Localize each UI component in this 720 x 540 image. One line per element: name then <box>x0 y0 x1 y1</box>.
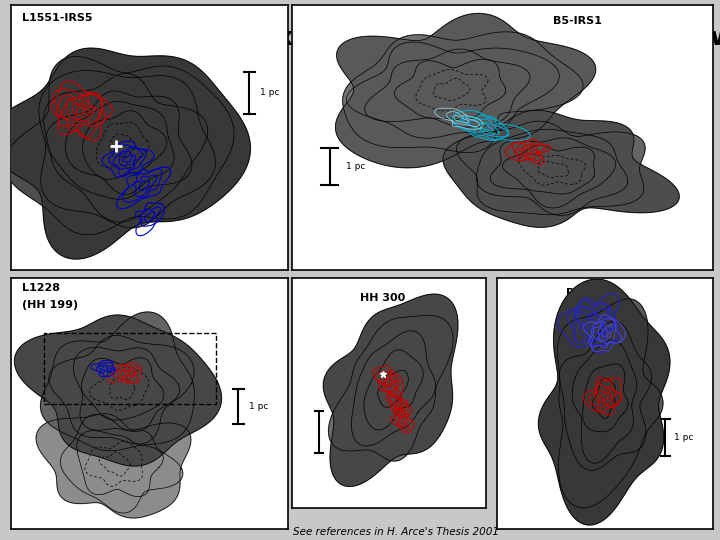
Polygon shape <box>77 431 163 497</box>
Text: 1 pc: 1 pc <box>327 427 346 436</box>
Polygon shape <box>346 42 559 138</box>
Text: 1 pc: 1 pc <box>346 163 366 171</box>
Text: HH 300: HH 300 <box>360 293 405 303</box>
Polygon shape <box>593 379 616 418</box>
Polygon shape <box>336 14 595 168</box>
Polygon shape <box>46 91 192 199</box>
Text: 1 pc: 1 pc <box>261 88 279 97</box>
Polygon shape <box>81 358 164 420</box>
Polygon shape <box>539 279 670 525</box>
Polygon shape <box>415 70 488 111</box>
Polygon shape <box>99 452 130 476</box>
Polygon shape <box>89 367 148 410</box>
Polygon shape <box>109 134 135 158</box>
Text: 1 pc: 1 pc <box>674 433 693 442</box>
Polygon shape <box>433 78 470 100</box>
Polygon shape <box>49 335 194 444</box>
Polygon shape <box>0 48 251 259</box>
Polygon shape <box>519 154 585 185</box>
Polygon shape <box>351 330 436 446</box>
Bar <box>44 333 216 403</box>
Polygon shape <box>503 145 595 194</box>
Polygon shape <box>39 71 215 228</box>
Polygon shape <box>443 110 679 227</box>
Polygon shape <box>395 59 505 120</box>
Polygon shape <box>44 73 208 222</box>
Polygon shape <box>364 350 423 430</box>
Text: L1228: L1228 <box>22 282 60 293</box>
Polygon shape <box>559 321 652 470</box>
Polygon shape <box>378 370 408 407</box>
Polygon shape <box>477 129 628 215</box>
Polygon shape <box>85 441 143 486</box>
Text: 1 pc: 1 pc <box>249 402 269 410</box>
Polygon shape <box>66 102 174 194</box>
Polygon shape <box>323 294 458 487</box>
Polygon shape <box>365 49 530 127</box>
Polygon shape <box>40 312 194 451</box>
Text: See references in H. Arce's Thesis 2001: See references in H. Arce's Thesis 2001 <box>293 527 499 537</box>
Polygon shape <box>572 340 636 463</box>
Text: (HH 199): (HH 199) <box>22 300 78 310</box>
Polygon shape <box>328 315 453 461</box>
Polygon shape <box>5 57 234 235</box>
Text: Example 1: Episodicity in Outflows: Example 1: Episodicity in Outflows <box>260 26 720 50</box>
Polygon shape <box>456 121 645 215</box>
Polygon shape <box>557 299 663 508</box>
Polygon shape <box>110 378 135 400</box>
Polygon shape <box>14 315 222 466</box>
Polygon shape <box>36 414 191 518</box>
Text: PV Ceph: PV Ceph <box>566 288 618 298</box>
Polygon shape <box>73 347 180 431</box>
Text: B5-IRS1: B5-IRS1 <box>553 16 602 26</box>
Polygon shape <box>582 364 629 432</box>
Polygon shape <box>490 138 616 208</box>
Polygon shape <box>60 414 183 513</box>
Polygon shape <box>83 111 167 179</box>
Polygon shape <box>96 123 149 167</box>
Polygon shape <box>343 32 583 153</box>
Text: L1551-IRS5: L1551-IRS5 <box>22 14 92 23</box>
Polygon shape <box>538 161 569 178</box>
